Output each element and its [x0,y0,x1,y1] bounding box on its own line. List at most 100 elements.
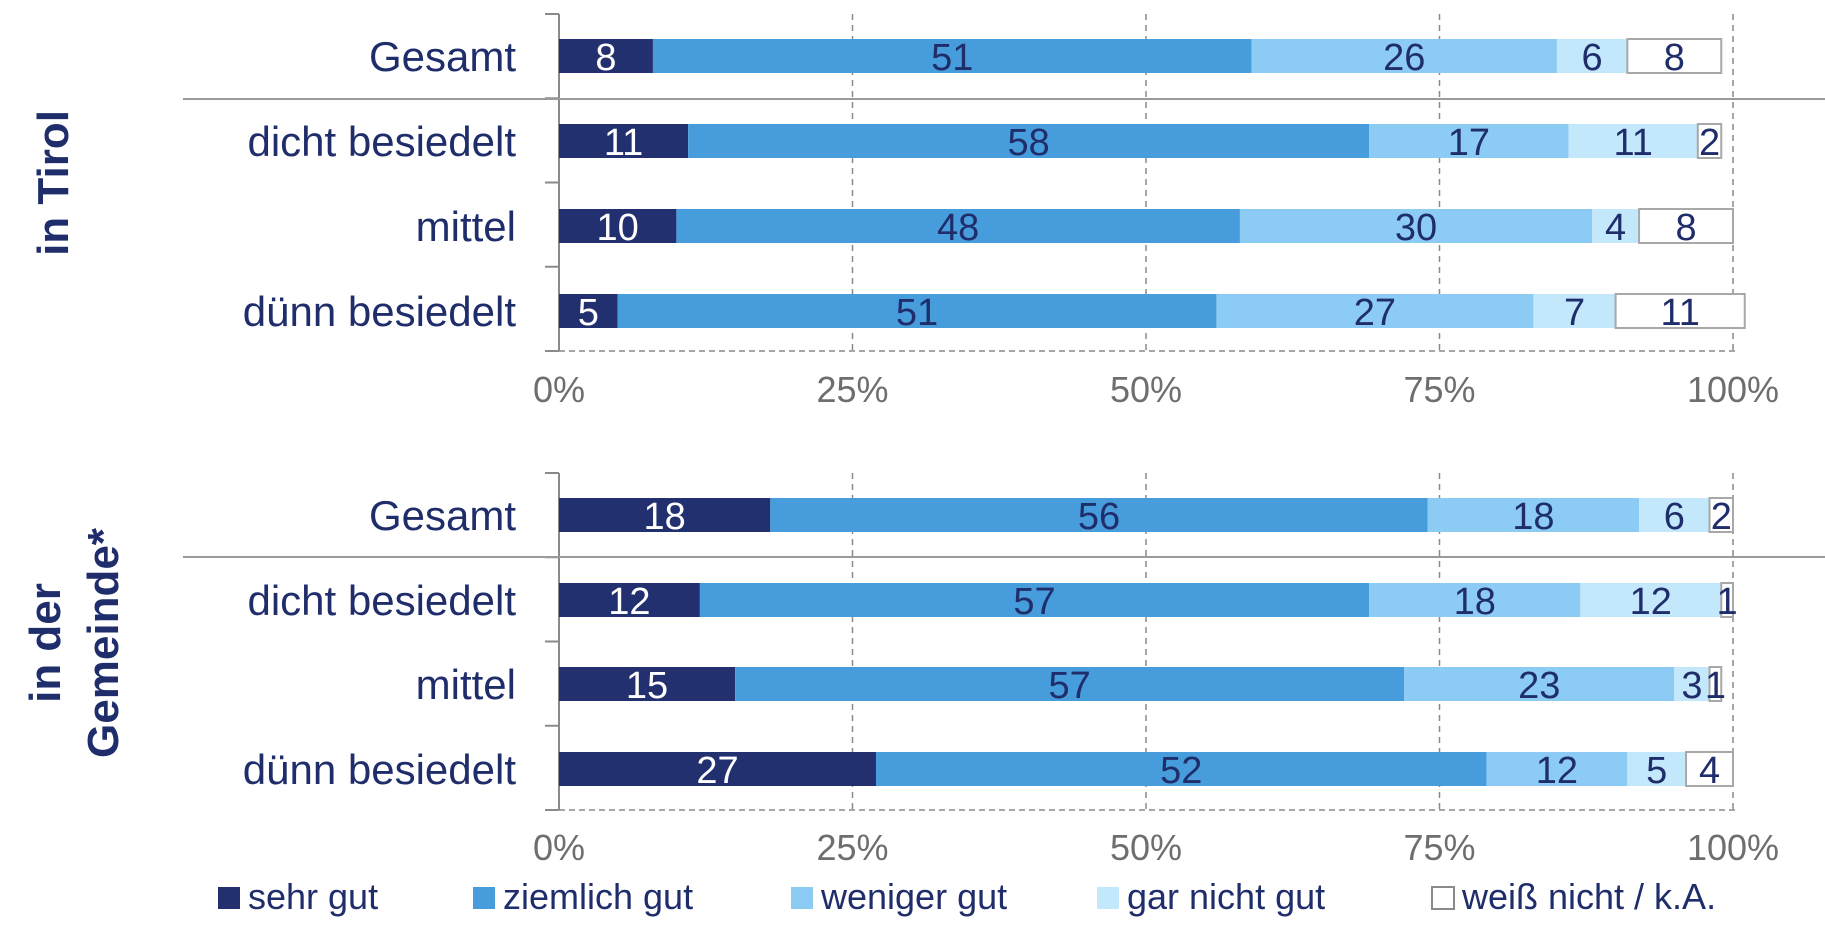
data-label: 3 [1681,665,1702,707]
data-label: 18 [644,496,686,538]
x-tick-label: 50% [1110,369,1182,410]
data-label: 2 [1699,122,1720,164]
data-label: 7 [1564,292,1585,334]
bar-segment [1708,497,1735,533]
data-label: 8 [595,37,616,79]
legend-swatch [218,887,240,909]
data-label: 6 [1582,37,1603,79]
bar-segment [875,752,1487,786]
category-label: dünn besiedelt [243,288,517,335]
data-label: 11 [604,122,643,164]
bar-segment [1427,498,1640,532]
bar-segment [617,294,1217,328]
group-label: in Tirol [29,110,78,256]
group-label: in der [21,583,70,703]
bar-segment [1685,751,1735,787]
bar-segment [770,498,1428,532]
data-label: 11 [1660,292,1699,334]
bar-segment [559,209,677,243]
bar-segment [1592,209,1640,243]
legend-label: weiß nicht / k.A. [1461,876,1716,917]
data-label: 27 [696,750,738,792]
category-label: dicht besiedelt [247,577,516,624]
data-label: 23 [1518,665,1560,707]
data-label: 11 [1613,122,1652,164]
legend-label: sehr gut [248,876,378,917]
data-label: 12 [1630,581,1672,623]
data-label: 26 [1383,37,1425,79]
bar-segment [652,39,1252,73]
legend-label: weniger gut [820,876,1007,917]
bar-segment [559,752,876,786]
legend-swatch [791,887,813,909]
data-label: 18 [1512,496,1554,538]
bar-segment [559,667,736,701]
bar-segment [676,209,1240,243]
bar-segment [1580,583,1722,617]
category-label: mittel [416,661,516,708]
bar-segment [559,583,700,617]
bar-segment [559,124,689,158]
group-label: Gemeinde* [79,527,128,758]
data-label: 6 [1664,496,1685,538]
category-label: dicht besiedelt [247,118,516,165]
bar-segment [1533,294,1616,328]
bar-segment [1216,294,1534,328]
bar-segment [1626,38,1723,74]
bar-segment [1627,752,1687,786]
legend-label: gar nicht gut [1127,876,1325,917]
category-label: dünn besiedelt [243,746,517,793]
x-tick-label: 0% [533,827,585,868]
data-label: 56 [1078,496,1120,538]
data-label: 12 [608,581,650,623]
x-tick-label: 25% [816,369,888,410]
bar-segment [559,39,653,73]
data-label: 51 [931,37,973,79]
bar-segment [735,667,1405,701]
legend-swatch [1097,887,1119,909]
bar-segment [1639,498,1710,532]
bar-segment [1720,582,1735,618]
data-label: 58 [1007,122,1049,164]
bar-segment [1486,752,1628,786]
data-label: 8 [1664,37,1685,79]
bar-segment [1556,39,1628,73]
data-label: 17 [1448,122,1490,164]
legend-label: ziemlich gut [503,876,693,917]
x-tick-label: 100% [1687,369,1779,410]
bar-segment [559,294,618,328]
bar-segment [699,583,1370,617]
data-label: 48 [937,207,979,249]
data-label: 5 [1646,750,1667,792]
data-label: 15 [626,665,668,707]
bar-segment [1239,209,1593,243]
bar-segment [1708,666,1723,702]
data-label: 57 [1013,581,1055,623]
x-tick-label: 75% [1403,827,1475,868]
category-label: Gesamt [369,33,516,80]
data-label: 57 [1049,665,1091,707]
data-label: 30 [1395,207,1437,249]
bar-segment [1568,124,1698,158]
data-label: 5 [578,292,599,334]
bar-segment [1404,667,1675,701]
bar-segment [1638,208,1734,244]
data-label: 12 [1536,750,1578,792]
bar-segment [688,124,1370,158]
bar-segment [1369,124,1569,158]
data-label: 4 [1605,207,1626,249]
bar-segment [1251,39,1557,73]
data-label: 2 [1711,496,1732,538]
x-tick-label: 25% [816,827,888,868]
x-tick-label: 50% [1110,827,1182,868]
data-label: 8 [1675,207,1696,249]
category-label: mittel [416,203,516,250]
bar-segment [559,498,771,532]
legend-swatch [1431,886,1455,910]
bar-segment [1614,293,1746,329]
bar-segment [1674,667,1710,701]
bar-segment [1696,123,1723,159]
category-label: Gesamt [369,492,516,539]
data-label: 27 [1354,292,1396,334]
